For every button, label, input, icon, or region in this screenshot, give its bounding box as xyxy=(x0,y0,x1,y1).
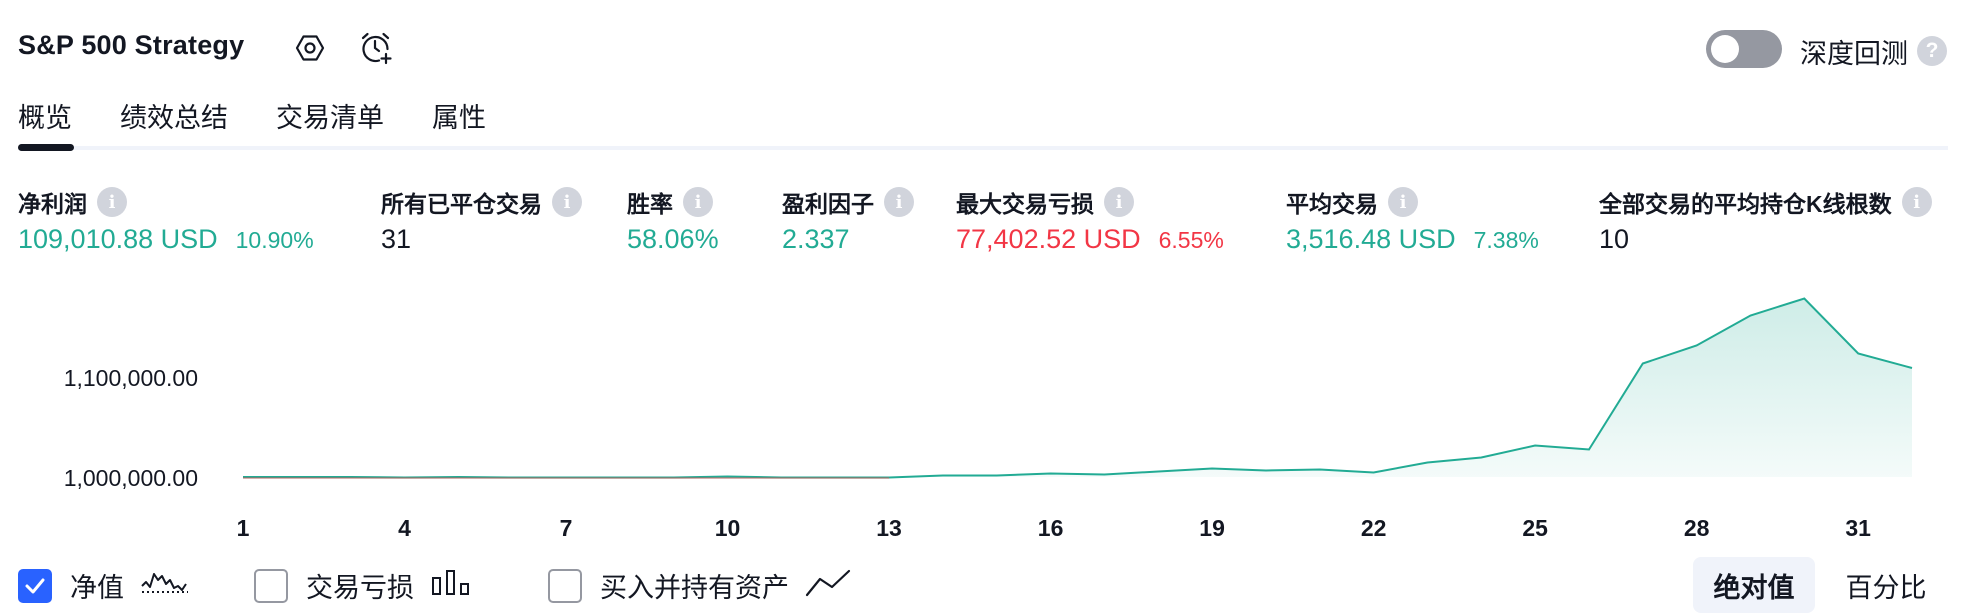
metric-percent: 10.90% xyxy=(235,227,314,253)
metric-label: 盈利因子 xyxy=(782,191,874,217)
metric-label: 平均交易 xyxy=(1286,191,1378,217)
tab-bar: 概览 绩效总结 交易清单 属性 xyxy=(18,96,534,135)
bar-chart-icon xyxy=(430,568,472,603)
info-icon[interactable]: i xyxy=(683,187,713,217)
equity-wave-icon xyxy=(140,568,190,603)
metric-closed-trades: 所有已平仓交易 i 31 xyxy=(381,186,582,255)
x-tick-label: 19 xyxy=(1199,515,1225,541)
view-percent-button[interactable]: 百分比 xyxy=(1845,572,1927,603)
legend-equity[interactable]: 净值 xyxy=(18,566,190,605)
trade-loss-checkbox[interactable] xyxy=(254,568,288,603)
metric-label: 全部交易的平均持仓K线根数 xyxy=(1599,191,1892,217)
legend-buy-hold[interactable]: 买入并持有资产 xyxy=(548,566,851,605)
info-icon[interactable]: i xyxy=(1388,187,1418,217)
tab-overview[interactable]: 概览 xyxy=(18,103,72,133)
metric-max-trade-loss: 最大交易亏损 i 77,402.52 USD 6.55% xyxy=(956,186,1224,255)
strategy-title: S&P 500 Strategy xyxy=(18,30,245,60)
metric-avg-trade: 平均交易 i 3,516.48 USD 7.38% xyxy=(1286,186,1539,255)
y-tick-label: 1,100,000.00 xyxy=(64,365,198,391)
x-tick-label: 22 xyxy=(1361,515,1387,541)
tab-active-indicator xyxy=(18,144,74,151)
metric-label: 所有已平仓交易 xyxy=(381,191,542,217)
metric-value: 77,402.52 USD xyxy=(956,224,1141,254)
tab-performance-summary[interactable]: 绩效总结 xyxy=(120,103,228,133)
info-icon[interactable]: i xyxy=(97,187,127,217)
legend-trade-loss[interactable]: 交易亏损 xyxy=(254,566,472,605)
x-tick-label: 25 xyxy=(1522,515,1548,541)
metric-value: 3,516.48 USD xyxy=(1286,224,1456,254)
x-tick-label: 7 xyxy=(560,515,573,541)
equity-checkbox[interactable] xyxy=(18,568,52,603)
metric-label: 胜率 xyxy=(627,191,673,217)
deep-backtest-toggle[interactable] xyxy=(1706,30,1782,68)
metric-value: 2.337 xyxy=(782,224,850,254)
metric-label: 净利润 xyxy=(18,191,87,217)
buy-hold-checkbox[interactable] xyxy=(548,568,582,603)
hexagon-settings-icon[interactable] xyxy=(290,28,330,68)
x-tick-label: 28 xyxy=(1684,515,1710,541)
metric-profit-factor: 盈利因子 i 2.337 xyxy=(782,186,914,255)
add-alarm-icon[interactable] xyxy=(356,28,396,68)
tab-properties[interactable]: 属性 xyxy=(432,103,486,133)
info-icon[interactable]: i xyxy=(552,187,582,217)
legend-label: 买入并持有资产 xyxy=(600,573,789,603)
equity-chart[interactable]: 1,100,000.00 1,000,000.00 1 4 7 10 13 16 19 22 25 2… xyxy=(0,280,1968,550)
view-absolute-button[interactable]: 绝对值 xyxy=(1693,557,1815,613)
y-tick-label: 1,000,000.00 xyxy=(64,465,198,491)
metric-avg-bars-in-trades: 全部交易的平均持仓K线根数 i 10 xyxy=(1599,186,1932,255)
info-icon[interactable]: i xyxy=(1901,187,1932,217)
tab-underline-track xyxy=(18,146,1948,150)
line-trend-icon xyxy=(805,568,851,603)
x-tick-label: 31 xyxy=(1845,515,1871,541)
metric-value: 58.06% xyxy=(627,224,719,254)
deep-backtest-label: 深度回测 xyxy=(1800,39,1908,69)
x-tick-label: 4 xyxy=(398,515,411,541)
metric-value: 31 xyxy=(381,224,412,254)
x-tick-label: 16 xyxy=(1038,515,1064,541)
legend-label: 净值 xyxy=(70,573,124,603)
tab-trades-list[interactable]: 交易清单 xyxy=(276,103,384,133)
metric-net-profit: 净利润 i 109,010.88 USD 10.90% xyxy=(18,186,314,255)
equity-area xyxy=(243,298,1912,478)
metric-percent: 6.55% xyxy=(1158,227,1224,253)
info-icon[interactable]: i xyxy=(884,187,914,217)
metric-value: 10 xyxy=(1599,224,1630,254)
metric-win-rate: 胜率 i 58.06% xyxy=(627,186,719,255)
x-tick-label: 13 xyxy=(876,515,902,541)
legend-label: 交易亏损 xyxy=(306,573,414,603)
metric-percent: 7.38% xyxy=(1473,227,1539,253)
toggle-knob xyxy=(1711,35,1739,63)
metric-label: 最大交易亏损 xyxy=(956,191,1094,217)
info-icon[interactable]: i xyxy=(1104,187,1134,217)
x-tick-label: 10 xyxy=(715,515,741,541)
metric-value: 109,010.88 USD xyxy=(18,224,218,254)
x-tick-label: 1 xyxy=(237,515,250,541)
help-icon[interactable]: ? xyxy=(1917,36,1947,66)
